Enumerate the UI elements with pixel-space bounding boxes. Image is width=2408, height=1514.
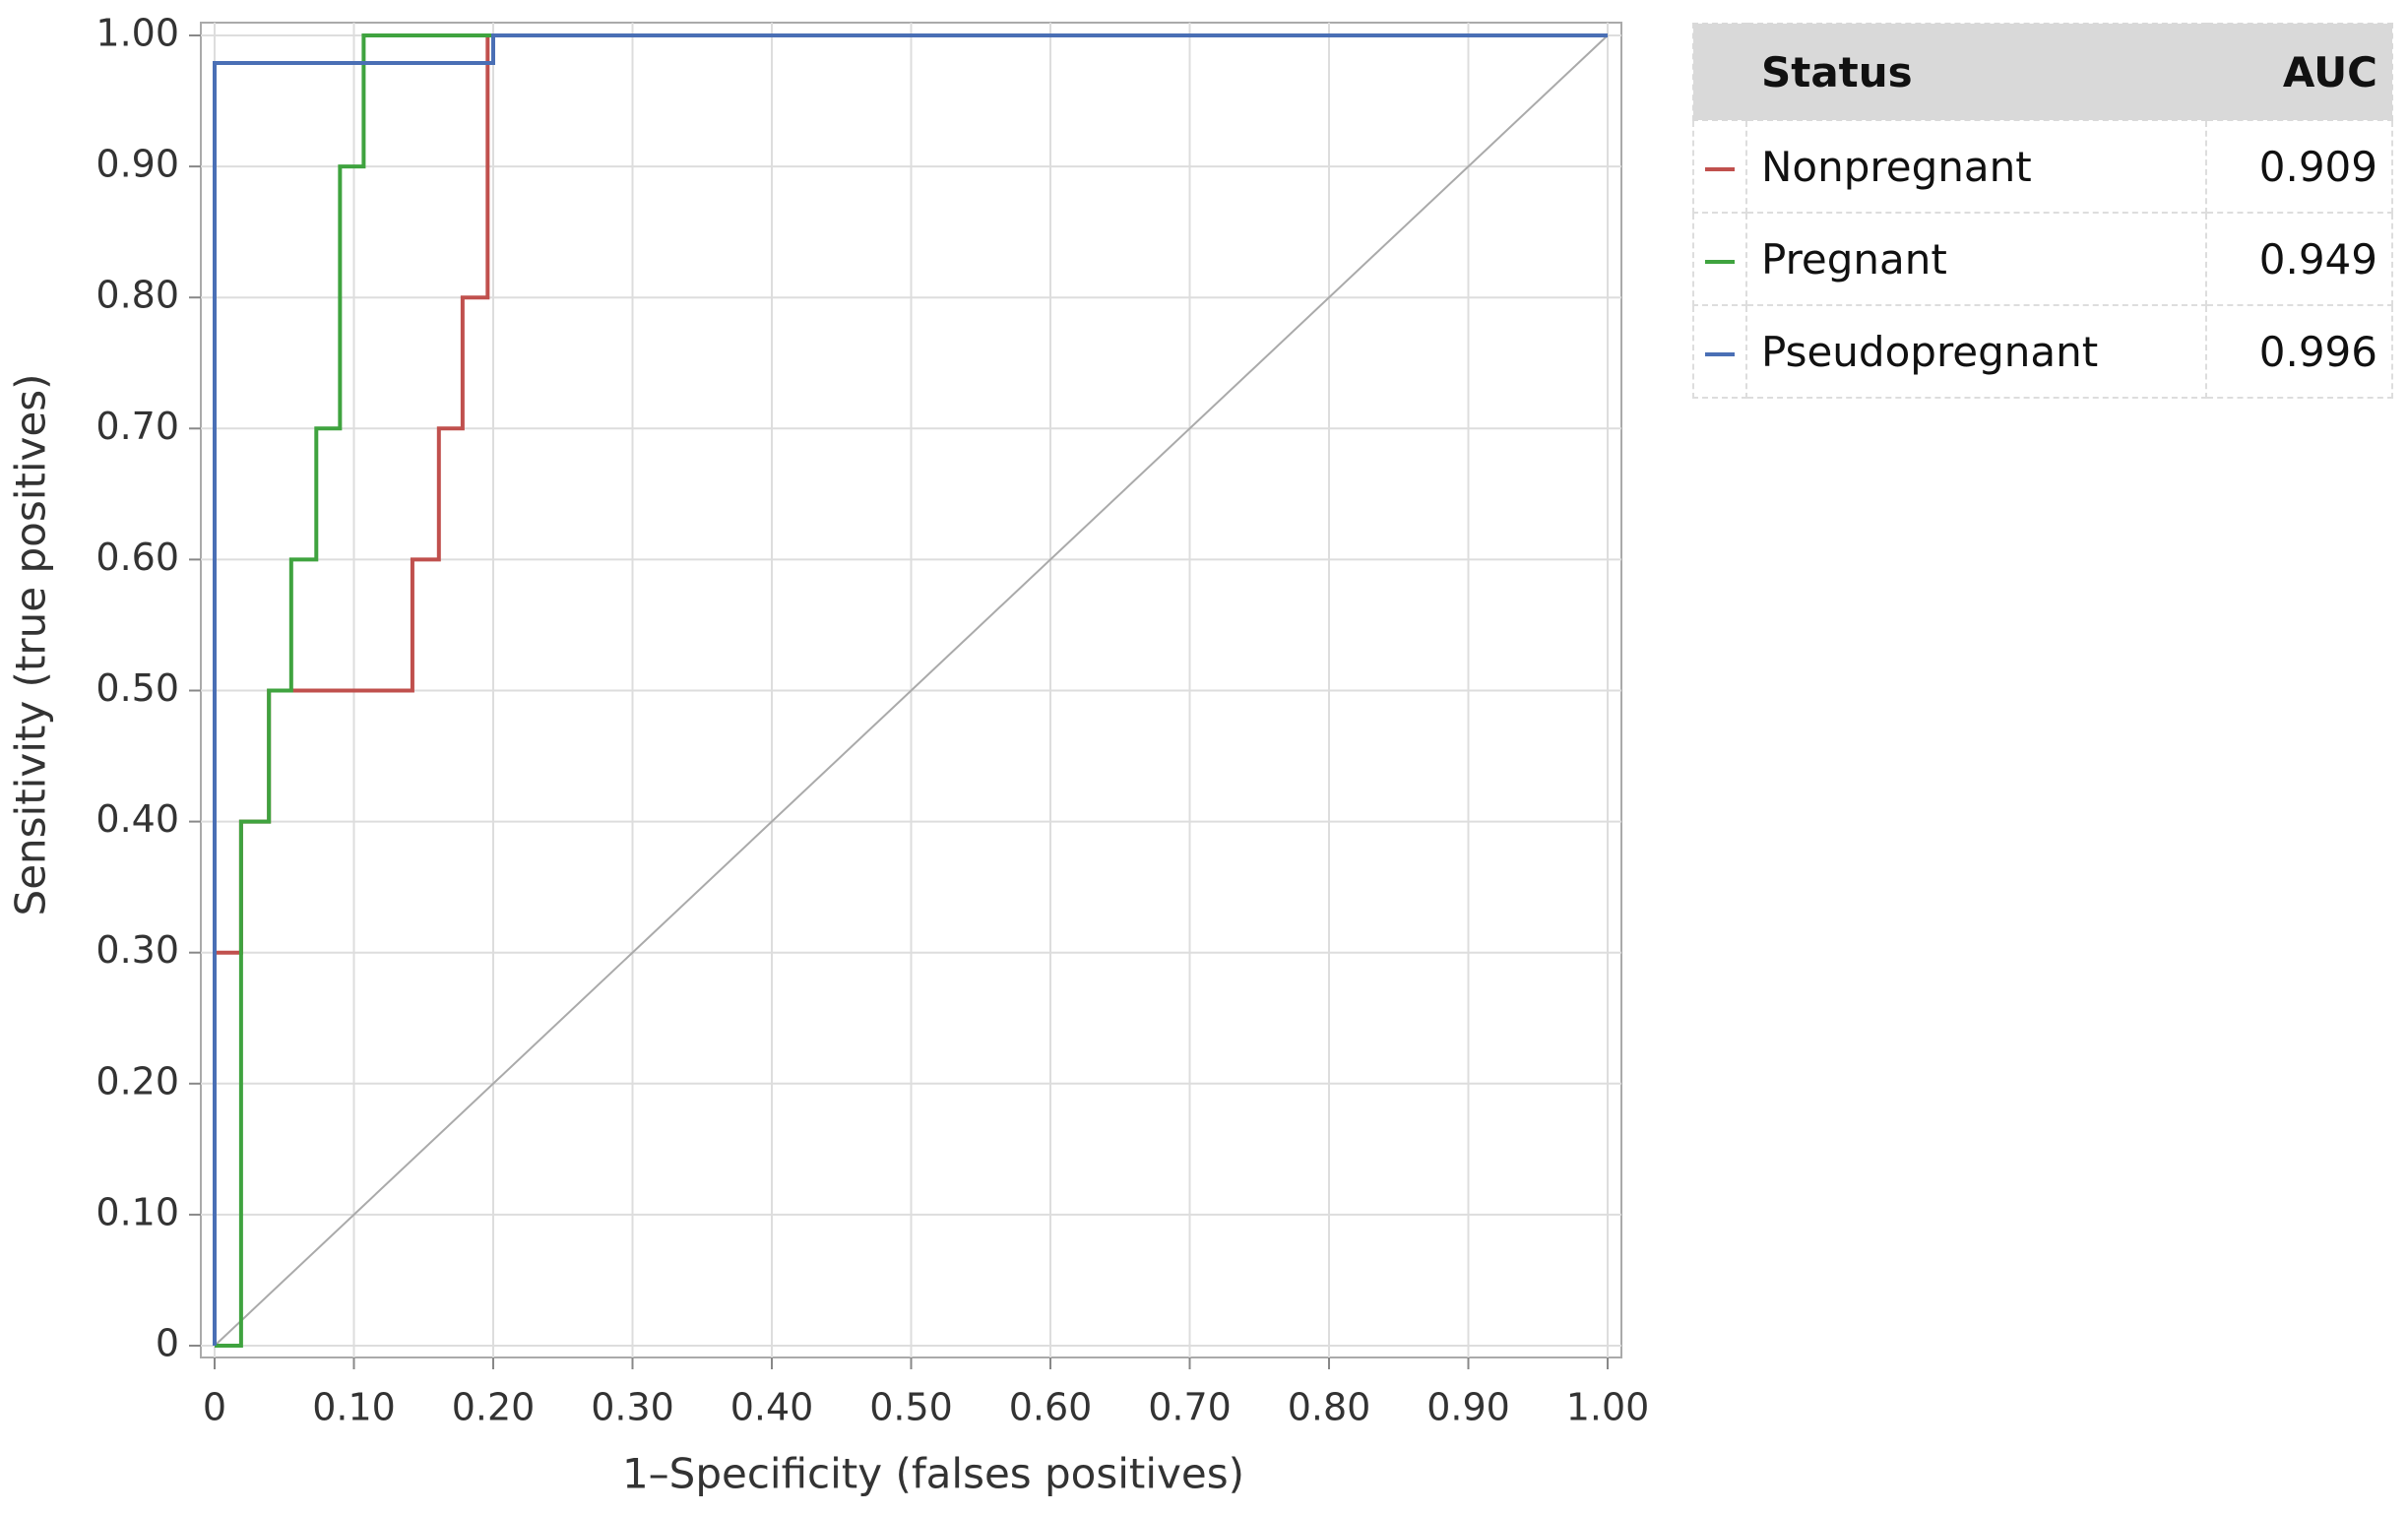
x-tick-label: 0.20: [452, 1386, 536, 1429]
legend-swatch: [1705, 167, 1735, 171]
legend-row: Pseudopregnant 0.996: [1692, 304, 2393, 399]
legend-row: Nonpregnant 0.909: [1692, 119, 2393, 214]
y-tick-label: 0.70: [95, 405, 179, 448]
auc-value: 0.996: [2205, 304, 2393, 399]
reference-line: [214, 34, 1609, 1347]
swatch-cell: [1692, 212, 1747, 306]
x-tick-label: 0.50: [869, 1386, 953, 1429]
y-tick-label: 0.30: [95, 928, 179, 972]
x-tick-label: 1.00: [1566, 1386, 1650, 1429]
y-tick-label: 0.90: [95, 143, 179, 186]
y-axis-label: Sensitivity (true positives): [7, 374, 55, 916]
roc-line: [215, 33, 1608, 1348]
legend-row: Pregnant 0.949: [1692, 212, 2393, 306]
swatch-cell: [1692, 304, 1747, 399]
y-tick-label: 0: [156, 1322, 179, 1365]
y-tick-label: 0.20: [95, 1059, 179, 1103]
header-cell: AUC: [2205, 23, 2393, 121]
legend-name: Pseudopregnant: [1744, 304, 2208, 399]
y-tick-label: 0.10: [95, 1190, 179, 1233]
x-axis-label: 1–Specificity (falses positives): [622, 1450, 1244, 1498]
x-tick-label: 0.40: [730, 1386, 814, 1429]
legend-swatch: [1705, 352, 1735, 356]
legend-table: Status AUC Nonpregnant 0.909 Pregnant 0.949 Ps…: [1692, 23, 2393, 399]
y-tick-label: 0.60: [95, 536, 179, 579]
header-cell: Status: [1744, 23, 2208, 121]
auc-value: 0.909: [2205, 119, 2393, 214]
y-tick-label: 0.50: [95, 666, 179, 710]
swatch-cell: [1692, 119, 1747, 214]
x-tick-label: 0: [203, 1386, 226, 1429]
legend-header-row: Status AUC: [1692, 23, 2393, 121]
x-tick-label: 0.80: [1288, 1386, 1371, 1429]
swatch-cell: [1692, 23, 1747, 121]
roc-line: [213, 33, 1608, 1346]
x-tick-label: 0.30: [591, 1386, 674, 1429]
x-tick-label: 0.70: [1148, 1386, 1232, 1429]
y-tick-label: 0.40: [95, 797, 179, 841]
legend-name: Nonpregnant: [1744, 119, 2208, 214]
auc-value: 0.949: [2205, 212, 2393, 306]
x-tick-label: 0.90: [1426, 1386, 1510, 1429]
y-tick-label: 1.00: [95, 12, 179, 55]
x-tick-label: 0.10: [312, 1386, 396, 1429]
x-tick-label: 0.60: [1009, 1386, 1093, 1429]
legend-swatch: [1705, 260, 1735, 264]
y-tick-label: 0.80: [95, 274, 179, 317]
legend-name: Pregnant: [1744, 212, 2208, 306]
